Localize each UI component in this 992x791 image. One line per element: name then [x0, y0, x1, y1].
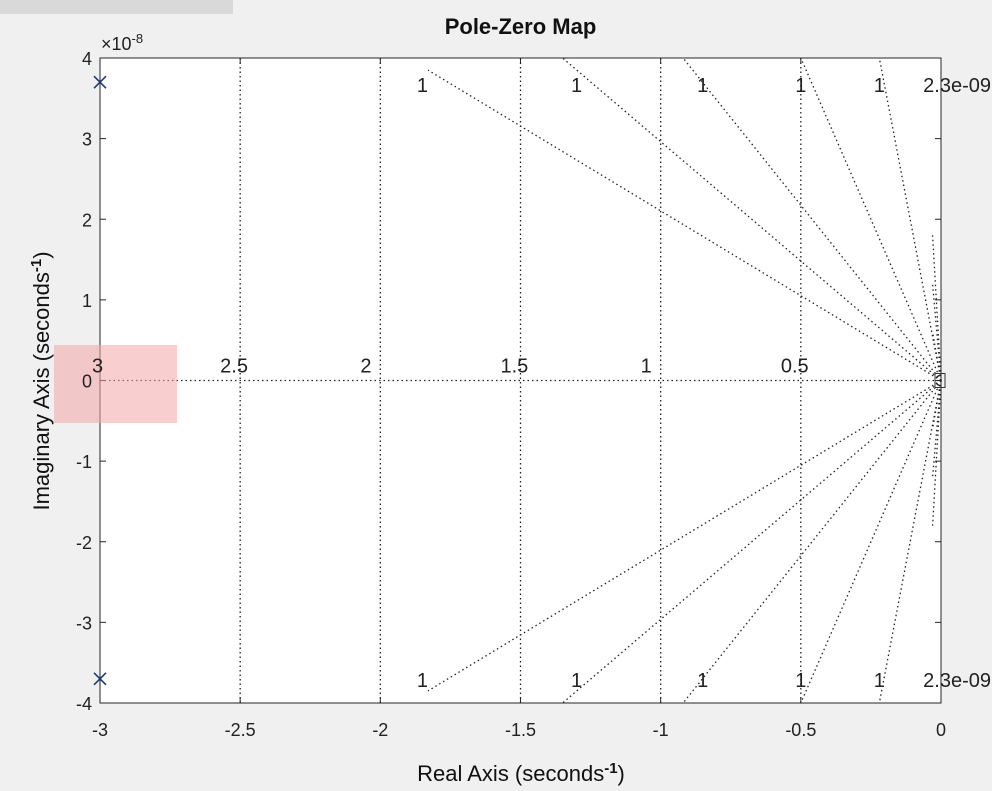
damping-grid-label-top: 1 [417, 75, 428, 97]
highlight-box [54, 345, 177, 423]
damping-grid-ray [427, 69, 942, 382]
marker-layer [93, 75, 946, 686]
pole-marker [93, 672, 107, 686]
frequency-grid-label: 2 [360, 356, 371, 378]
damping-grid-label-top: 1 [697, 75, 708, 97]
x-tick-label: -1 [653, 720, 669, 740]
y-tick-label: -3 [76, 613, 92, 633]
damping-grid-label-bottom: 1 [795, 670, 806, 692]
x-tick-label: 0 [936, 720, 946, 740]
damping-grid-ray [682, 380, 942, 704]
x-tick-label: -3 [92, 720, 108, 740]
damping-grid-ray [878, 57, 942, 381]
damping-grid-ray [562, 380, 942, 704]
x-tick-label: -2.5 [225, 720, 256, 740]
damping-grid-label-top: 2.3e-09 [923, 75, 991, 97]
pole-marker [93, 75, 107, 89]
y-axis-label: Imaginary Axis (seconds-1) [28, 251, 54, 510]
damping-grid-label-top: 1 [571, 75, 582, 97]
damping-grid-label-bottom: 1 [697, 670, 708, 692]
y-tick-label: -4 [76, 694, 92, 714]
damping-grid-label-top: 1 [795, 75, 806, 97]
damping-grid-ray [878, 380, 942, 704]
origin-marker [934, 373, 946, 388]
window-toolbar-strip [0, 0, 233, 14]
damping-grid-label-top: 1 [874, 75, 885, 97]
frequency-grid-label: 1.5 [501, 356, 529, 378]
grid-layer [100, 57, 942, 704]
damping-grid-label-bottom: 1 [417, 670, 428, 692]
y-tick-label: 1 [82, 291, 92, 311]
damping-grid-label-bottom: 1 [874, 670, 885, 692]
frequency-grid-label: 0.5 [781, 356, 809, 378]
y-tick-label: -2 [76, 533, 92, 553]
damping-grid-ray [800, 380, 942, 704]
frequency-grid-label: 3 [92, 356, 103, 378]
y-tick-label: 2 [82, 210, 92, 230]
x-axis-label: Real Axis (seconds-1) [417, 760, 625, 786]
x-tick-label: -2 [372, 720, 388, 740]
y-tick-label: -1 [76, 452, 92, 472]
y-exponent-label: ×10-8 [101, 31, 143, 54]
damping-grid-label-bottom: 2.3e-09 [923, 670, 991, 692]
damping-grid-stub [931, 380, 942, 526]
x-tick-label: -1.5 [505, 720, 536, 740]
damping-grid-ray [427, 379, 942, 692]
chart-title: Pole-Zero Map [444, 14, 597, 39]
x-tick-label: -0.5 [785, 720, 816, 740]
damping-grid-label-bottom: 1 [571, 670, 582, 692]
damping-grid-stub [931, 380, 942, 429]
frequency-grid-label: 1 [641, 356, 652, 378]
frequency-grid-label: 2.5 [220, 356, 248, 378]
y-tick-label: 3 [82, 130, 92, 150]
pole-marker-stroke [93, 75, 107, 89]
pole-marker-stroke [93, 672, 107, 686]
damping-grid-ray [682, 57, 942, 381]
damping-grid-ray [800, 57, 942, 381]
damping-grid-ray [562, 57, 942, 381]
y-tick-label: 4 [82, 49, 92, 69]
y-tick-label: 0 [82, 372, 92, 392]
damping-grid-stub [931, 332, 942, 381]
damping-grid-stub [931, 235, 942, 381]
